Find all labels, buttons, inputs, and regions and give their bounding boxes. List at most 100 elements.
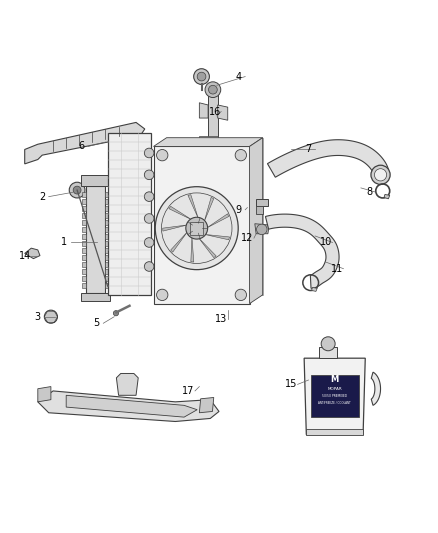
Circle shape [235,289,247,301]
Circle shape [205,82,221,98]
Polygon shape [166,138,263,295]
Bar [311,375,359,417]
Circle shape [321,337,335,351]
Polygon shape [38,386,51,402]
Text: 1: 1 [61,238,67,247]
Polygon shape [384,195,390,199]
Polygon shape [106,234,109,239]
Circle shape [44,310,57,323]
Circle shape [113,311,119,316]
Text: 11: 11 [331,264,343,273]
Polygon shape [106,255,109,260]
Polygon shape [199,398,214,413]
Circle shape [186,217,208,239]
Circle shape [156,149,168,161]
Polygon shape [106,206,109,211]
Circle shape [145,192,154,201]
Polygon shape [256,206,263,214]
Text: 12: 12 [241,233,254,243]
Circle shape [145,262,154,271]
Polygon shape [256,199,268,206]
Text: 5: 5 [94,318,100,328]
Circle shape [69,182,85,198]
Text: MOPAR: MOPAR [327,387,342,391]
Polygon shape [198,238,216,257]
Circle shape [374,169,387,181]
Text: ANTIFREEZE / COOLANT: ANTIFREEZE / COOLANT [318,400,351,405]
Polygon shape [106,199,109,204]
Circle shape [235,149,247,161]
Polygon shape [319,348,337,358]
Polygon shape [106,227,109,232]
Polygon shape [199,135,218,144]
Text: M: M [331,375,339,384]
Polygon shape [38,391,219,422]
Polygon shape [153,138,263,147]
Polygon shape [191,237,194,262]
Polygon shape [204,235,230,240]
Text: 9: 9 [236,205,242,215]
Text: 16: 16 [208,107,221,117]
Circle shape [73,186,81,194]
Polygon shape [82,199,86,204]
Polygon shape [82,276,86,281]
Polygon shape [304,358,365,434]
Polygon shape [250,138,263,304]
Polygon shape [117,374,138,395]
Circle shape [208,85,217,94]
Polygon shape [82,220,86,225]
Circle shape [191,223,202,233]
Circle shape [145,214,154,223]
Polygon shape [82,192,86,197]
Bar [306,430,363,434]
Circle shape [371,165,390,184]
Polygon shape [204,197,214,222]
Text: 3: 3 [35,312,41,322]
Polygon shape [25,248,40,259]
Text: 8: 8 [367,187,373,197]
Circle shape [197,72,206,81]
Polygon shape [82,255,86,260]
Polygon shape [169,206,192,220]
Polygon shape [82,283,86,288]
Bar [86,185,106,293]
Polygon shape [82,241,86,246]
Polygon shape [82,269,86,274]
Text: 6: 6 [78,141,85,151]
Polygon shape [82,262,86,267]
Polygon shape [106,269,109,274]
Polygon shape [371,372,381,406]
Polygon shape [268,140,389,179]
Text: 10: 10 [320,238,332,247]
Polygon shape [81,293,110,302]
Circle shape [194,69,209,84]
Polygon shape [311,287,317,292]
Polygon shape [106,262,109,267]
Polygon shape [153,147,250,304]
Text: 7: 7 [305,143,311,154]
Circle shape [257,224,267,235]
Polygon shape [82,213,86,218]
Polygon shape [106,220,109,225]
Polygon shape [190,222,203,235]
Circle shape [156,289,168,301]
Polygon shape [265,214,339,288]
Circle shape [145,238,154,247]
Polygon shape [106,276,109,281]
Polygon shape [106,248,109,253]
Text: 15: 15 [285,379,297,390]
Text: 14: 14 [18,251,31,261]
Circle shape [145,148,154,158]
Polygon shape [106,241,109,246]
Polygon shape [25,123,145,164]
Polygon shape [106,283,109,288]
Polygon shape [82,234,86,239]
Polygon shape [82,248,86,253]
Polygon shape [82,227,86,232]
Bar [208,92,218,149]
Polygon shape [81,175,110,185]
Polygon shape [218,105,228,120]
Circle shape [155,187,238,270]
Polygon shape [106,213,109,218]
Text: 2: 2 [39,192,45,201]
